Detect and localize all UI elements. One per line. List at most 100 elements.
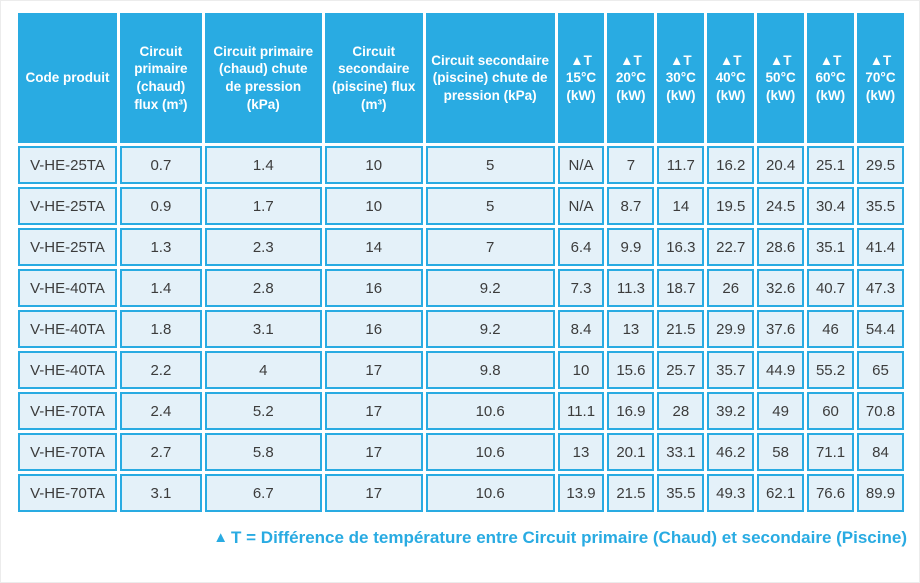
value-cell: 8.7 <box>607 187 655 225</box>
delta-t-unit: (kW) <box>865 87 896 103</box>
value-cell: 5.8 <box>204 433 322 471</box>
value-cell: 44.9 <box>757 351 805 389</box>
table-row: V-HE-25TA 0.7 1.4 10 5 N/A 7 11.7 16.2 20.4 25.1 29… <box>18 146 904 184</box>
value-cell: N/A <box>557 146 605 184</box>
value-cell: N/A <box>557 187 605 225</box>
column-header-delta-t-30: ▲T 30°C (kW) <box>657 13 705 143</box>
value-cell: 26 <box>707 269 755 307</box>
delta-t-icon: ▲T <box>769 52 792 68</box>
value-cell: 40.7 <box>807 269 854 307</box>
table-row: V-HE-70TA 2.7 5.8 17 10.6 13 20.1 33.1 46.2 58 71.… <box>18 433 904 471</box>
value-cell: 55.2 <box>807 351 854 389</box>
value-cell: 35.1 <box>807 228 854 266</box>
product-code-cell: V-HE-40TA <box>18 269 117 307</box>
value-cell: 24.5 <box>757 187 805 225</box>
triangle-icon: ▲ <box>213 529 229 546</box>
value-cell: 10.6 <box>425 433 555 471</box>
heat-exchanger-spec-table: Code produit Circuit primaire (chaud) fl… <box>15 10 907 515</box>
value-cell: 14 <box>324 228 423 266</box>
value-cell: 2.7 <box>119 433 202 471</box>
value-cell: 9.2 <box>425 269 555 307</box>
product-code-cell: V-HE-70TA <box>18 392 117 430</box>
column-header-delta-t-50: ▲T 50°C (kW) <box>757 13 805 143</box>
value-cell: 49 <box>757 392 805 430</box>
value-cell: 16.3 <box>657 228 705 266</box>
value-cell: 9.9 <box>607 228 655 266</box>
value-cell: 32.6 <box>757 269 805 307</box>
value-cell: 9.8 <box>425 351 555 389</box>
value-cell: 35.7 <box>707 351 755 389</box>
value-cell: 25.7 <box>657 351 705 389</box>
value-cell: 25.1 <box>807 146 854 184</box>
value-cell: 10.6 <box>425 392 555 430</box>
value-cell: 89.9 <box>857 474 904 512</box>
value-cell: 1.4 <box>119 269 202 307</box>
column-header-delta-t-15: ▲T 15°C (kW) <box>557 13 605 143</box>
value-cell: 65 <box>857 351 904 389</box>
value-cell: 20.1 <box>607 433 655 471</box>
value-cell: 10 <box>324 146 423 184</box>
table-row: V-HE-40TA 1.4 2.8 16 9.2 7.3 11.3 18.7 26 32.6 40.… <box>18 269 904 307</box>
delta-t-icon: ▲T <box>819 52 842 68</box>
value-cell: 6.4 <box>557 228 605 266</box>
value-cell: 7 <box>425 228 555 266</box>
product-code-cell: V-HE-25TA <box>18 228 117 266</box>
delta-t-temp: 40°C <box>715 70 746 86</box>
value-cell: 2.8 <box>204 269 322 307</box>
value-cell: 3.1 <box>204 310 322 348</box>
delta-t-unit: (kW) <box>566 87 596 103</box>
product-code-cell: V-HE-25TA <box>18 146 117 184</box>
value-cell: 33.1 <box>657 433 705 471</box>
value-cell: 13.9 <box>557 474 605 512</box>
table-row: V-HE-40TA 2.2 4 17 9.8 10 15.6 25.7 35.7 44.9 55.2… <box>18 351 904 389</box>
value-cell: 35.5 <box>857 187 904 225</box>
product-code-cell: V-HE-40TA <box>18 310 117 348</box>
value-cell: 21.5 <box>607 474 655 512</box>
value-cell: 0.9 <box>119 187 202 225</box>
value-cell: 11.7 <box>657 146 705 184</box>
value-cell: 16 <box>324 310 423 348</box>
delta-t-temp: 50°C <box>765 70 796 86</box>
column-header-delta-t-20: ▲T 20°C (kW) <box>607 13 655 143</box>
product-code-cell: V-HE-70TA <box>18 474 117 512</box>
value-cell: 1.4 <box>204 146 322 184</box>
value-cell: 29.9 <box>707 310 755 348</box>
value-cell: 60 <box>807 392 854 430</box>
product-code-cell: V-HE-70TA <box>18 433 117 471</box>
value-cell: 5 <box>425 187 555 225</box>
value-cell: 5.2 <box>204 392 322 430</box>
column-header-delta-t-70: ▲T 70°C (kW) <box>857 13 904 143</box>
value-cell: 15.6 <box>607 351 655 389</box>
value-cell: 11.3 <box>607 269 655 307</box>
column-header-delta-t-60: ▲T 60°C (kW) <box>807 13 854 143</box>
delta-t-temp: 60°C <box>815 70 846 86</box>
value-cell: 1.8 <box>119 310 202 348</box>
value-cell: 1.7 <box>204 187 322 225</box>
value-cell: 2.4 <box>119 392 202 430</box>
value-cell: 37.6 <box>757 310 805 348</box>
value-cell: 49.3 <box>707 474 755 512</box>
value-cell: 22.7 <box>707 228 755 266</box>
value-cell: 70.8 <box>857 392 904 430</box>
value-cell: 3.1 <box>119 474 202 512</box>
value-cell: 47.3 <box>857 269 904 307</box>
value-cell: 10.6 <box>425 474 555 512</box>
column-header-delta-t-40: ▲T 40°C (kW) <box>707 13 755 143</box>
column-header-circuit-primaire-flux: Circuit primaire (chaud) flux (m³) <box>119 13 202 143</box>
delta-t-icon: ▲T <box>620 52 642 68</box>
value-cell: 28 <box>657 392 705 430</box>
value-cell: 18.7 <box>657 269 705 307</box>
value-cell: 28.6 <box>757 228 805 266</box>
value-cell: 0.7 <box>119 146 202 184</box>
value-cell: 13 <box>607 310 655 348</box>
footnote-text: T = Différence de température entre Circ… <box>231 528 907 547</box>
column-header-code-produit: Code produit <box>18 13 117 143</box>
table-row: V-HE-70TA 3.1 6.7 17 10.6 13.9 21.5 35.5 49.3 62.… <box>18 474 904 512</box>
value-cell: 76.6 <box>807 474 854 512</box>
value-cell: 6.7 <box>204 474 322 512</box>
value-cell: 8.4 <box>557 310 605 348</box>
delta-t-unit: (kW) <box>815 87 846 103</box>
product-code-cell: V-HE-40TA <box>18 351 117 389</box>
product-code-cell: V-HE-25TA <box>18 187 117 225</box>
